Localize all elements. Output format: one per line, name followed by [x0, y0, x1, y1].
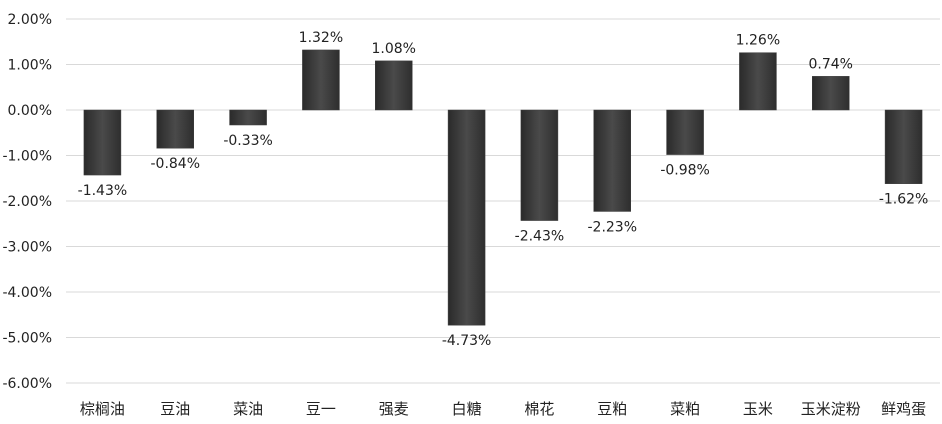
- data-label: -0.33%: [223, 133, 273, 149]
- y-tick-label: -5.00%: [2, 331, 52, 347]
- data-label: -0.84%: [150, 156, 200, 172]
- x-category-label: 强麦: [379, 400, 409, 418]
- y-tick-label: -6.00%: [2, 376, 52, 392]
- data-label: -0.98%: [660, 163, 710, 179]
- data-label: -2.23%: [587, 219, 637, 235]
- x-category-label: 豆油: [160, 400, 190, 418]
- gridlines: [66, 18, 940, 384]
- x-axis: 棕榈油 豆油 菜油 豆一 强麦 白糖 棉花 豆粕 菜粕 玉米 玉米淀粉 鲜鸡蛋: [80, 400, 926, 418]
- data-label: -2.43%: [515, 229, 565, 245]
- bar: [593, 109, 631, 212]
- bar: [83, 109, 122, 176]
- y-tick-label: -2.00%: [2, 194, 52, 210]
- bar: [302, 49, 340, 111]
- bar: [447, 109, 486, 326]
- bar: [739, 52, 777, 111]
- data-label: 1.26%: [736, 33, 780, 49]
- x-category-label: 棕榈油: [80, 400, 125, 418]
- data-label: 1.08%: [372, 41, 416, 57]
- x-category-label: 玉米淀粉: [801, 400, 861, 418]
- data-labels: -1.43% -0.84% -0.33% 1.32% 1.08% -4.73% -2.43%…: [78, 30, 929, 349]
- bar: [884, 109, 923, 184]
- y-tick-label: -1.00%: [2, 149, 52, 165]
- x-category-label: 白糖: [452, 400, 482, 418]
- data-label: -1.43%: [78, 183, 128, 199]
- bar: [375, 60, 413, 111]
- y-tick-label: -3.00%: [2, 240, 52, 256]
- x-category-label: 玉米: [743, 400, 773, 418]
- x-category-label: 豆粕: [597, 400, 627, 418]
- bar: [666, 109, 704, 155]
- x-category-label: 豆一: [306, 400, 336, 418]
- x-category-label: 菜油: [233, 400, 263, 418]
- y-tick-label: -4.00%: [2, 285, 52, 301]
- y-tick-label: 1.00%: [8, 58, 52, 74]
- bar: [520, 109, 559, 221]
- x-category-label: 菜粕: [670, 400, 700, 418]
- data-label: 1.32%: [299, 30, 343, 46]
- bar: [229, 109, 267, 126]
- y-tick-label: 2.00%: [8, 12, 52, 28]
- data-label: -4.73%: [442, 333, 492, 349]
- data-label: 0.74%: [809, 56, 853, 72]
- bar: [812, 76, 850, 111]
- bar: [156, 109, 194, 149]
- data-label: -1.62%: [879, 192, 929, 208]
- x-category-label: 棉花: [524, 400, 554, 418]
- y-tick-label: 0.00%: [8, 103, 52, 119]
- x-category-label: 鲜鸡蛋: [881, 400, 926, 418]
- bars: [83, 49, 923, 326]
- y-axis: 2.00% 1.00% 0.00% -1.00% -2.00% -3.00% -4.00% -…: [2, 12, 52, 392]
